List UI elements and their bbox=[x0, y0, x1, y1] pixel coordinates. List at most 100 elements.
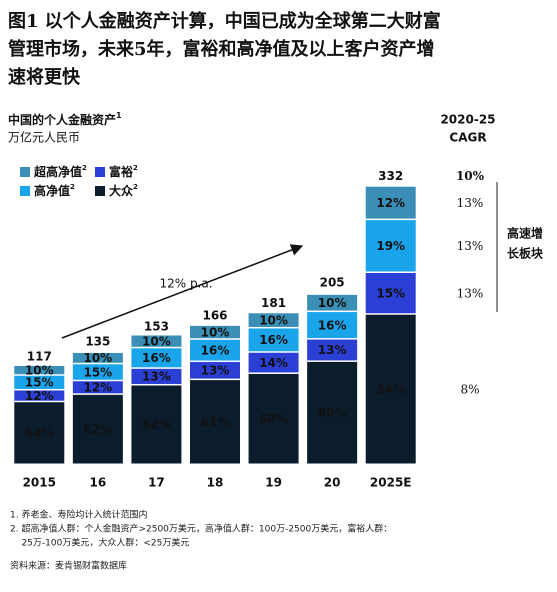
legend-note: 2 bbox=[133, 164, 138, 172]
legend-label: 高净值2 bbox=[34, 183, 75, 198]
segment-label: 16% bbox=[142, 351, 171, 365]
subtitle: 中国的个人金融资产1 bbox=[8, 111, 122, 127]
legend-name: 大众 bbox=[109, 183, 134, 198]
source: 资料来源：麦肯锡财富数据库 bbox=[10, 560, 127, 572]
bar-segment bbox=[72, 352, 123, 363]
total-label: 166 bbox=[202, 308, 227, 322]
cagr-value: 13% bbox=[457, 286, 484, 300]
segment-label: 61% bbox=[201, 415, 230, 429]
bar-segment bbox=[131, 385, 182, 464]
total-label: 205 bbox=[320, 276, 345, 290]
group-label: 高速增 bbox=[507, 226, 543, 241]
bar-segment bbox=[248, 352, 299, 373]
total-label: 135 bbox=[85, 334, 110, 348]
legend-note: 2 bbox=[70, 183, 75, 191]
bar-segment bbox=[307, 361, 358, 464]
footnote: 1. 养老金、寿险均计入统计范围内 bbox=[10, 509, 147, 521]
bar-segment bbox=[190, 325, 240, 339]
bar-segment bbox=[307, 312, 358, 339]
bar-segment bbox=[14, 365, 65, 375]
legend-label: 超高净值2 bbox=[33, 164, 87, 179]
segment-label: 15% bbox=[376, 286, 405, 300]
subtitle-note: 1 bbox=[116, 111, 122, 120]
bar-segment bbox=[190, 380, 240, 464]
x-tick-label: 19 bbox=[265, 476, 282, 490]
bar-segment bbox=[248, 313, 299, 327]
bar-segment bbox=[14, 390, 65, 401]
bar-segment bbox=[14, 375, 65, 389]
segment-label: 14% bbox=[259, 356, 288, 370]
bar-segment bbox=[248, 373, 299, 464]
bar-segment bbox=[131, 335, 182, 347]
legend-swatch bbox=[20, 167, 30, 177]
segment-label: 13% bbox=[201, 364, 230, 378]
x-tick-label: 2025E bbox=[370, 476, 412, 490]
x-tick-label: 20 bbox=[324, 476, 341, 490]
legend-name: 富裕 bbox=[109, 164, 133, 179]
bar-segment bbox=[131, 368, 182, 384]
segment-label: 10% bbox=[201, 325, 230, 339]
segment-label: 12% bbox=[25, 389, 54, 403]
legend-name: 高净值 bbox=[34, 183, 70, 198]
x-tick-label: 16 bbox=[90, 476, 107, 490]
bar-segment bbox=[365, 272, 416, 314]
segment-label: 19% bbox=[376, 239, 405, 253]
bar-segment bbox=[248, 328, 299, 352]
cagr-header: CAGR bbox=[449, 131, 486, 145]
segment-label: 64% bbox=[25, 426, 54, 440]
legend-note: 2 bbox=[133, 183, 138, 191]
segment-label: 60% bbox=[259, 412, 288, 426]
legend-label: 富裕2 bbox=[109, 164, 138, 179]
segment-label: 60% bbox=[318, 406, 347, 420]
annotation: 12% p.a. bbox=[159, 277, 212, 291]
cagr-value: 13% bbox=[457, 239, 484, 253]
growth-arrow bbox=[61, 244, 304, 339]
bar-segment bbox=[307, 294, 358, 311]
legend-swatch bbox=[95, 167, 105, 177]
segment-label: 10% bbox=[259, 313, 288, 327]
group-label: 长板块 bbox=[507, 246, 544, 261]
x-tick-label: 2015 bbox=[23, 476, 56, 490]
x-tick-label: 17 bbox=[148, 476, 165, 490]
segment-label: 13% bbox=[142, 370, 171, 384]
total-label: 332 bbox=[378, 169, 403, 183]
cagr-header: 2020-25 bbox=[440, 113, 495, 127]
segment-label: 10% bbox=[25, 363, 54, 377]
bar-segment bbox=[190, 339, 240, 361]
x-tick-label: 18 bbox=[207, 476, 224, 490]
legend-name: 超高净值 bbox=[33, 164, 82, 179]
segment-label: 62% bbox=[83, 422, 112, 436]
title-line: 图1 以个人金融资产计算，中国已成为全球第二大财富 bbox=[8, 10, 441, 32]
segment-label: 15% bbox=[83, 365, 112, 379]
title-line: 速将更快 bbox=[8, 66, 81, 88]
legend-swatch bbox=[95, 186, 105, 196]
segment-label: 16% bbox=[259, 333, 288, 347]
legend-swatch bbox=[20, 186, 30, 196]
bar-segment bbox=[72, 364, 123, 380]
segment-label: 10% bbox=[142, 334, 171, 348]
legend-note: 2 bbox=[82, 164, 87, 172]
segment-label: 62% bbox=[142, 418, 171, 432]
title-line: 管理市场，未来5年，富裕和高净值及以上客户资产增 bbox=[8, 38, 435, 60]
cagr-total: 10% bbox=[456, 169, 485, 183]
segment-label: 13% bbox=[318, 343, 347, 357]
segment-label: 16% bbox=[201, 343, 230, 357]
bar-segment bbox=[365, 314, 416, 464]
bar-segment bbox=[307, 339, 358, 361]
segment-label: 12% bbox=[376, 196, 405, 210]
segment-label: 54% bbox=[376, 382, 405, 396]
bar-segment bbox=[72, 381, 123, 394]
bar-segment bbox=[14, 402, 65, 464]
segment-label: 12% bbox=[83, 381, 112, 395]
subtitle-text: 中国的个人金融资产 bbox=[8, 112, 116, 127]
cagr-value: 13% bbox=[457, 196, 484, 210]
total-label: 153 bbox=[144, 319, 169, 333]
bar-segment bbox=[190, 362, 240, 379]
segment-label: 15% bbox=[25, 376, 54, 390]
segment-label: 10% bbox=[83, 351, 112, 365]
bar-segment bbox=[131, 348, 182, 368]
footnote: 25万-100万美元，大众人群：<25万美元 bbox=[10, 537, 189, 549]
bar-segment bbox=[365, 186, 416, 219]
segment-label: 16% bbox=[318, 318, 347, 332]
